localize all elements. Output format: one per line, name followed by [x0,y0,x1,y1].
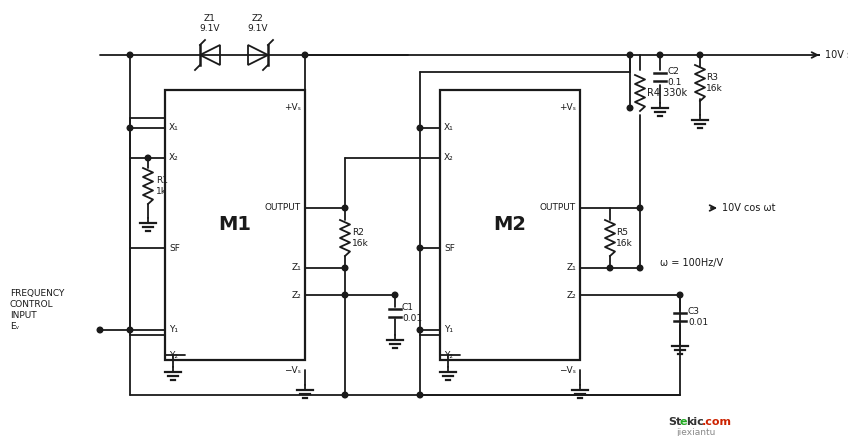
Text: SF: SF [169,243,180,252]
Circle shape [607,265,613,271]
Text: X₁: X₁ [444,123,454,133]
Text: R1
1k: R1 1k [156,176,168,196]
Circle shape [657,52,663,58]
Circle shape [127,125,133,131]
Circle shape [98,327,103,333]
Text: St: St [668,417,681,427]
Circle shape [628,105,633,111]
Text: FREQUENCY
CONTROL
INPUT
Eᵥ: FREQUENCY CONTROL INPUT Eᵥ [10,289,64,331]
Text: Y₂: Y₂ [444,351,453,360]
Text: R4 330k: R4 330k [647,88,687,98]
Circle shape [417,392,423,398]
Text: +Vₛ: +Vₛ [559,103,576,112]
Text: 10V cos ωt: 10V cos ωt [722,203,776,213]
Text: Z₁: Z₁ [291,263,301,272]
Bar [440,90,580,360]
Circle shape [417,245,423,251]
Text: kic: kic [686,417,704,427]
Text: −Vₛ: −Vₛ [559,365,576,375]
Text: e: e [680,417,688,427]
Text: .com: .com [702,417,732,427]
Text: C2
0.1: C2 0.1 [667,67,682,87]
Text: C1
0.01: C1 0.01 [402,303,422,323]
Circle shape [678,292,683,298]
Text: R5
16k: R5 16k [616,228,633,248]
Text: Z2
9.1V: Z2 9.1V [248,14,268,33]
Circle shape [637,265,643,271]
Text: ω = 100Hz/V: ω = 100Hz/V [660,258,723,268]
Text: M2: M2 [494,215,527,235]
Circle shape [343,392,348,398]
Text: M1: M1 [219,215,252,235]
Circle shape [697,52,703,58]
Text: SF: SF [444,243,455,252]
Text: R3
16k: R3 16k [706,73,722,93]
Text: Z₂: Z₂ [291,290,301,300]
Text: OUTPUT: OUTPUT [265,204,301,212]
Circle shape [628,52,633,58]
Bar [165,90,305,360]
Text: R2
16k: R2 16k [352,228,369,248]
Text: −Vₛ: −Vₛ [284,365,301,375]
Circle shape [637,205,643,211]
Text: OUTPUT: OUTPUT [540,204,576,212]
Circle shape [145,155,151,161]
Circle shape [302,52,308,58]
Text: Y₂: Y₂ [169,351,178,360]
Circle shape [343,292,348,298]
Circle shape [343,205,348,211]
Text: 10V sin ωt: 10V sin ωt [825,50,848,60]
Circle shape [417,125,423,131]
Circle shape [343,265,348,271]
Circle shape [127,52,133,58]
Text: Y₁: Y₁ [169,326,178,334]
Text: C3
0.01: C3 0.01 [688,307,708,327]
Text: X₂: X₂ [169,153,179,163]
Text: X₁: X₁ [169,123,179,133]
Circle shape [127,327,133,333]
Text: X₂: X₂ [444,153,454,163]
Text: Z1
9.1V: Z1 9.1V [200,14,220,33]
Text: jiexiantu: jiexiantu [676,428,716,436]
Text: Y₁: Y₁ [444,326,453,334]
Circle shape [392,292,398,298]
Text: +Vₛ: +Vₛ [284,103,301,112]
Text: Z₂: Z₂ [566,290,576,300]
Circle shape [417,327,423,333]
Text: Z₁: Z₁ [566,263,576,272]
